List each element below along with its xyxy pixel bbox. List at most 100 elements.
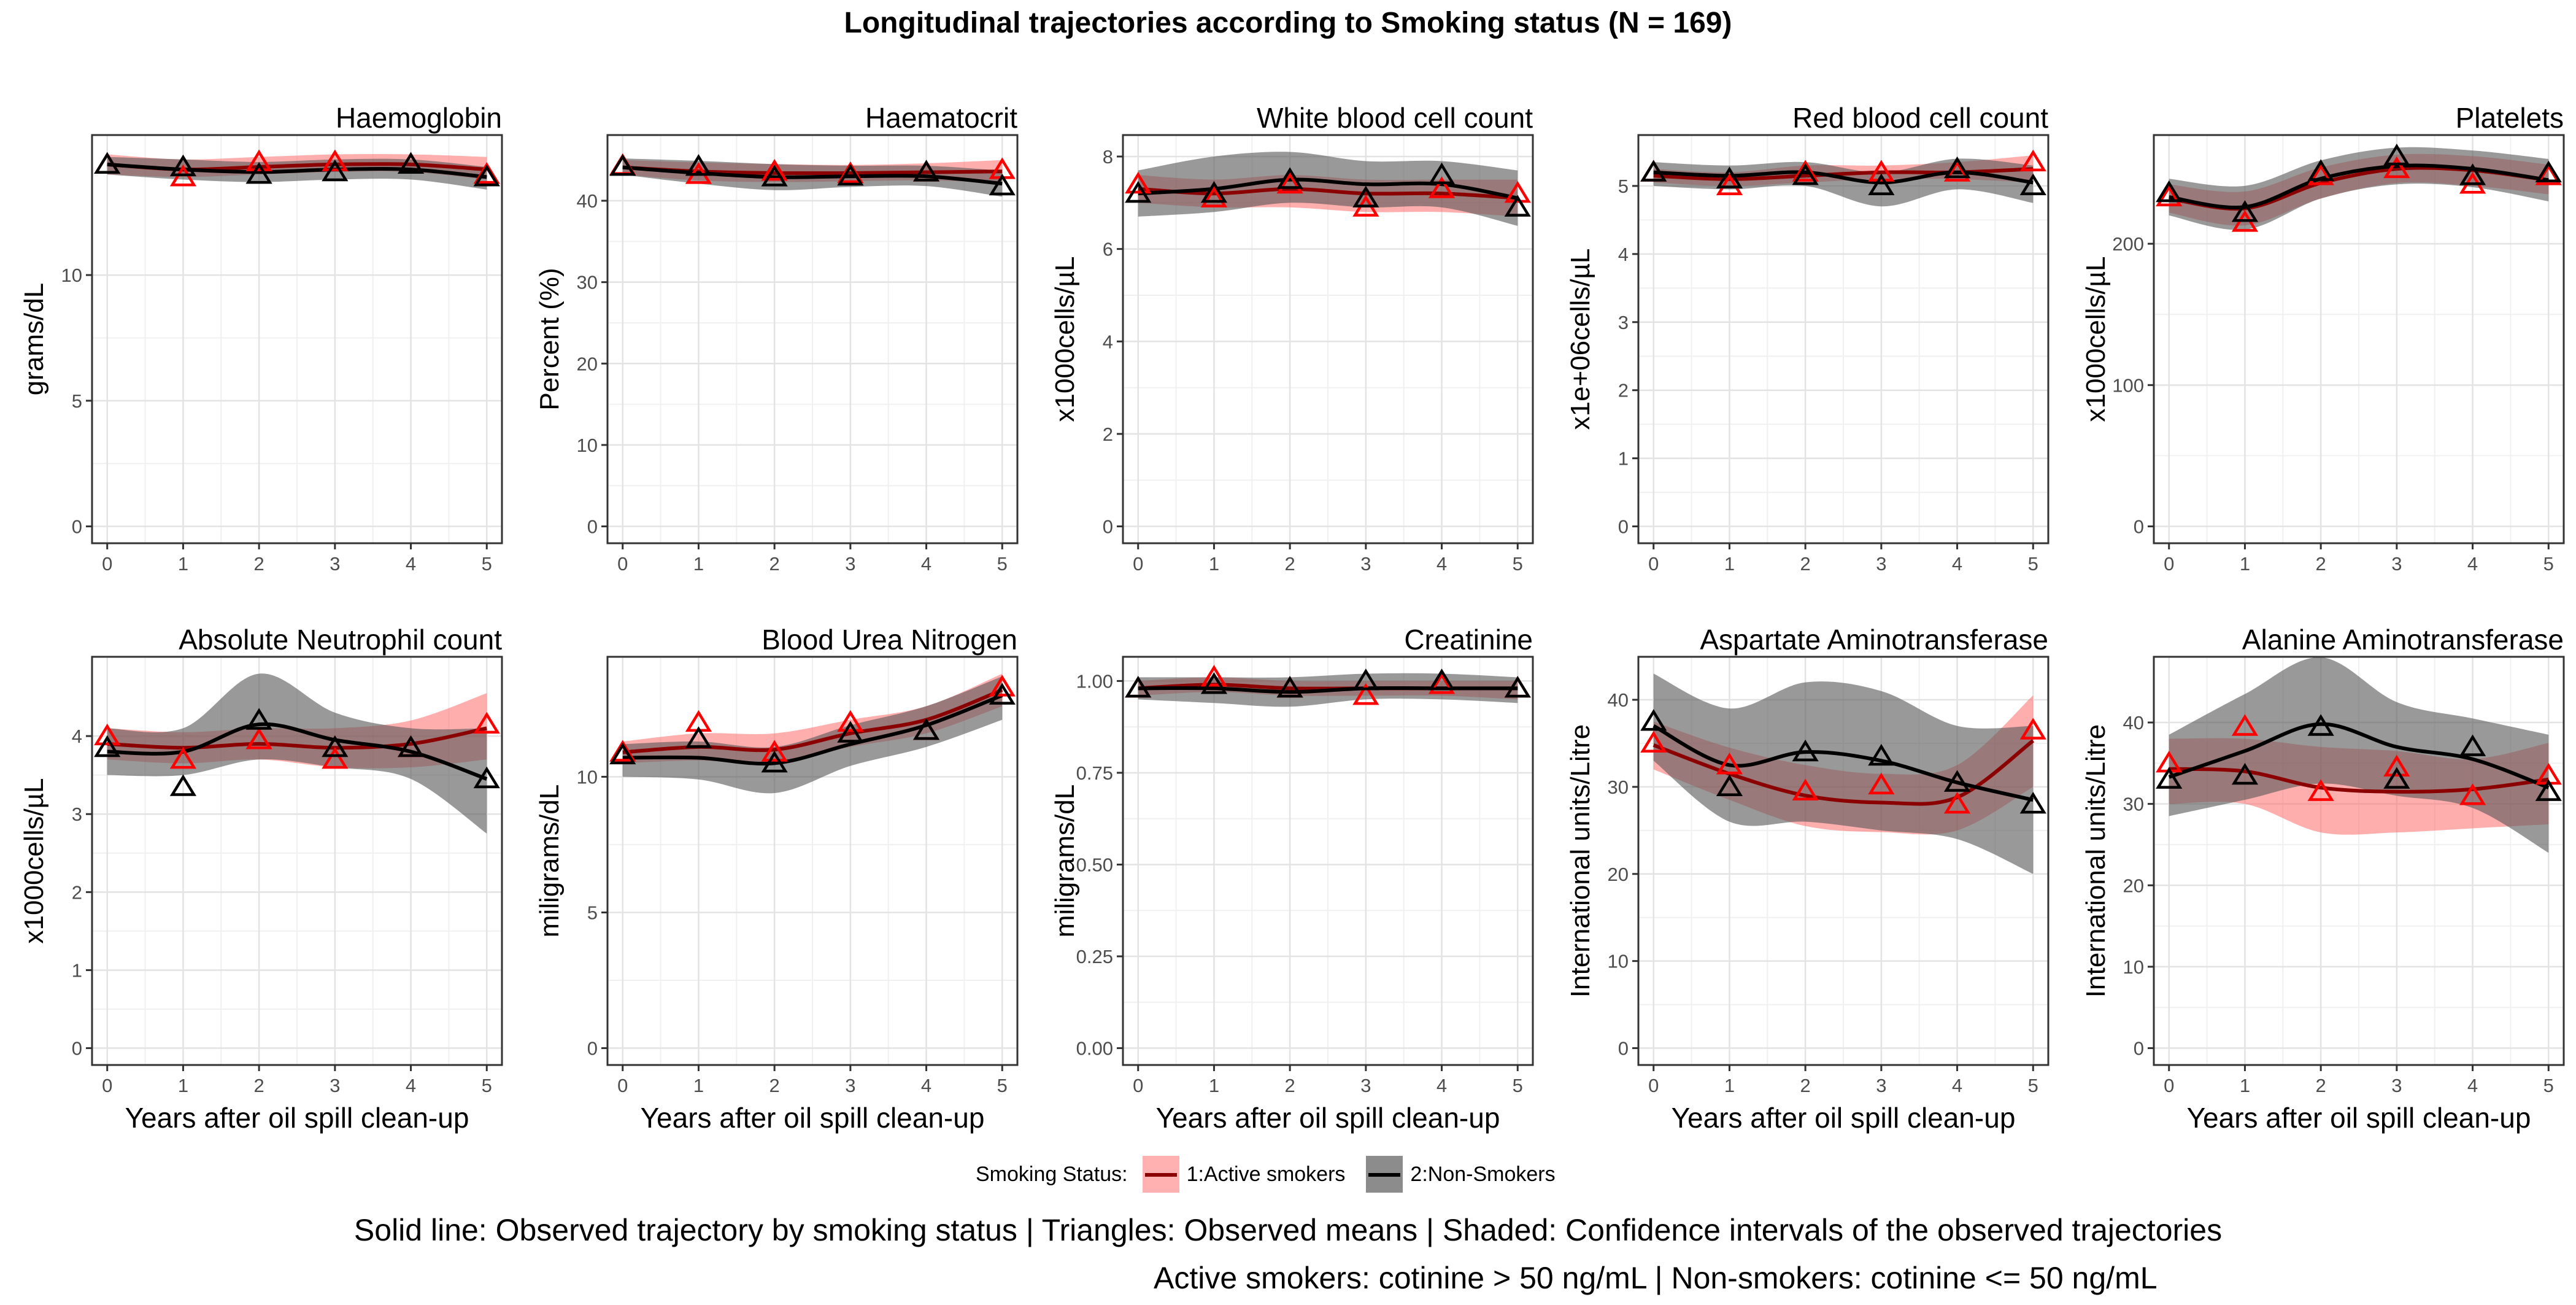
panel-alanine-aminotransferase: 0 10 20 30 40 0 1 2 3 4 5 Alanine Aminotransferase I… (2081, 624, 2565, 1134)
trajectory-line-1-active-smokers (2169, 767, 2549, 794)
legend-key-non-smokers (1366, 1156, 1403, 1193)
mean-point-2-non-smokers (1125, 180, 1152, 203)
trajectory-line-1-active-smokers (107, 726, 487, 750)
mean-point-2-non-smokers (1792, 163, 1819, 185)
mean-point-1-active-smokers (761, 740, 788, 762)
mean-point-2-non-smokers (1276, 676, 1303, 698)
x-tick-label: 5 (482, 1075, 492, 1096)
x-tick-label: 0 (1133, 553, 1143, 575)
x-tick-label: 0 (1648, 553, 1659, 575)
legend: Smoking Status: 1:Active smokers 2:Non-S… (976, 1156, 1576, 1193)
mean-point-1-active-smokers (609, 740, 636, 762)
mean-point-2-non-smokers (322, 159, 349, 182)
mean-point-2-non-smokers (2307, 714, 2334, 736)
caption-line-1: Solid line: Observed trajectory by smoki… (353, 1213, 2223, 1247)
mean-point-1-active-smokers (1943, 791, 1971, 814)
y-axis-label: x1000cells/µL (19, 778, 49, 944)
x-tick-label: 1 (1209, 1075, 1219, 1096)
x-tick-label: 5 (1513, 1075, 1523, 1096)
mean-point-2-non-smokers (2231, 200, 2259, 222)
mean-point-1-active-smokers (2459, 783, 2486, 805)
trajectory-line-2-non-smokers (622, 694, 1003, 766)
mean-point-2-non-smokers (609, 154, 636, 176)
y-tick-label: 30 (2123, 794, 2144, 815)
mean-point-2-non-smokers (2383, 144, 2410, 166)
y-tick-label: 20 (2123, 875, 2144, 896)
x-tick-label: 4 (921, 553, 931, 575)
x-tick-label: 4 (1952, 553, 1962, 575)
x-tick-label: 0 (102, 1075, 112, 1096)
x-tick-label: 5 (2543, 1075, 2554, 1096)
mean-point-1-active-smokers (1868, 160, 1895, 182)
mean-point-2-non-smokers (912, 160, 940, 182)
x-tick-label: 4 (1436, 1075, 1447, 1096)
mean-point-2-non-smokers (1504, 195, 1531, 217)
mean-point-1-active-smokers (322, 746, 349, 769)
x-tick-label: 0 (1648, 1075, 1659, 1096)
y-tick-label: 40 (2123, 712, 2144, 734)
y-tick-label: 5 (1618, 176, 1629, 197)
x-tick-label: 1 (1209, 553, 1219, 575)
x-tick-label: 4 (921, 1075, 931, 1096)
y-tick-label: 0.00 (1076, 1038, 1113, 1059)
mean-point-2-non-smokers (94, 152, 121, 174)
panel-title: Absolute Neutrophil count (179, 624, 502, 656)
confidence-ribbon-2-non-smokers (1138, 152, 1518, 226)
x-tick-label: 5 (2543, 553, 2554, 575)
mean-point-2-non-smokers (2307, 159, 2334, 181)
x-tick-label: 1 (178, 1075, 188, 1096)
x-tick-label: 2 (2316, 1075, 2326, 1096)
mean-point-2-non-smokers (1428, 668, 1456, 691)
y-axis-label: x1000cells/µL (2081, 257, 2111, 422)
y-tick-label: 200 (2112, 233, 2144, 255)
confidence-ribbon-2-non-smokers (1653, 673, 2034, 874)
panel-absolute-neutrophil-count: 0 1 2 3 4 0 1 2 3 4 5 Absolute Neutrophil count x100… (19, 624, 503, 1134)
panel-haemoglobin: 0 5 10 0 1 2 3 4 5 Haemoglobin grams/dL (19, 102, 503, 575)
mean-point-2-non-smokers (94, 735, 121, 757)
legend-label-active-smokers: 1:Active smokers (1186, 1162, 1346, 1186)
confidence-ribbon-1-active-smokers (622, 673, 1003, 764)
mean-point-1-active-smokers (1352, 683, 1379, 705)
mean-point-1-active-smokers (1428, 176, 1456, 198)
y-tick-label: 0 (587, 1038, 598, 1059)
mean-point-2-non-smokers (609, 742, 636, 765)
trajectory-line-2-non-smokers (2169, 163, 2549, 210)
y-axis-label: x1000cells/µL (1050, 257, 1080, 422)
y-tick-label: 10 (1608, 951, 1629, 972)
mean-point-1-active-smokers (2383, 156, 2410, 179)
x-tick-label: 2 (769, 553, 780, 575)
panel-border (1637, 134, 2050, 544)
mean-point-2-non-smokers (837, 721, 864, 743)
mean-point-1-active-smokers (1868, 772, 1895, 795)
y-tick-label: 20 (577, 353, 598, 374)
x-tick-label: 2 (1800, 1075, 1811, 1096)
x-tick-label: 3 (845, 553, 855, 575)
mean-point-2-non-smokers (322, 735, 349, 757)
panel-title: Haemoglobin (336, 102, 502, 134)
panel-border (2153, 656, 2565, 1066)
mean-point-1-active-smokers (1200, 665, 1228, 687)
y-tick-label: 1 (1618, 448, 1629, 470)
mean-point-2-non-smokers (1640, 709, 1667, 731)
mean-point-2-non-smokers (2459, 734, 2486, 756)
y-tick-label: 0 (2134, 1038, 2144, 1059)
mean-point-1-active-smokers (761, 158, 788, 181)
x-tick-label: 3 (330, 553, 340, 575)
panel-aspartate-aminotransferase: 0 10 20 30 40 0 1 2 3 4 5 Aspartate Aminotransferas… (1565, 624, 2050, 1134)
y-tick-label: 3 (1618, 312, 1629, 333)
mean-point-2-non-smokers (169, 154, 197, 177)
x-tick-label: 0 (2164, 553, 2174, 575)
mean-point-2-non-smokers (1868, 743, 1895, 766)
x-tick-label: 3 (1876, 1075, 1886, 1096)
panel-platelets: 0 100 200 0 1 2 3 4 5 Platelets x1000cells/µL (2081, 102, 2565, 575)
panel-blood-urea-nitrogen: 0 5 10 0 1 2 3 4 5 Blood Urea Nitrogen miligrams/d… (534, 624, 1019, 1134)
y-tick-label: 10 (2123, 956, 2144, 978)
mean-point-1-active-smokers (1716, 173, 1743, 195)
x-tick-label: 5 (482, 553, 492, 575)
trajectory-line-1-active-smokers (1652, 739, 2035, 806)
mean-point-2-non-smokers (1276, 167, 1303, 189)
mean-point-2-non-smokers (473, 165, 500, 187)
legend-title: Smoking Status: (976, 1162, 1128, 1186)
x-axis-label: Years after oil spill clean-up (2187, 1102, 2531, 1134)
mean-point-2-non-smokers (2459, 163, 2486, 185)
